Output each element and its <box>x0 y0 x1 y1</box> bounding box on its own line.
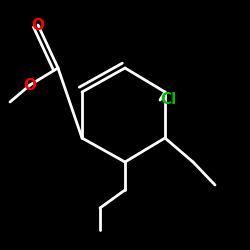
Text: O: O <box>24 78 36 92</box>
Text: O: O <box>32 18 44 32</box>
Text: Cl: Cl <box>160 92 176 108</box>
